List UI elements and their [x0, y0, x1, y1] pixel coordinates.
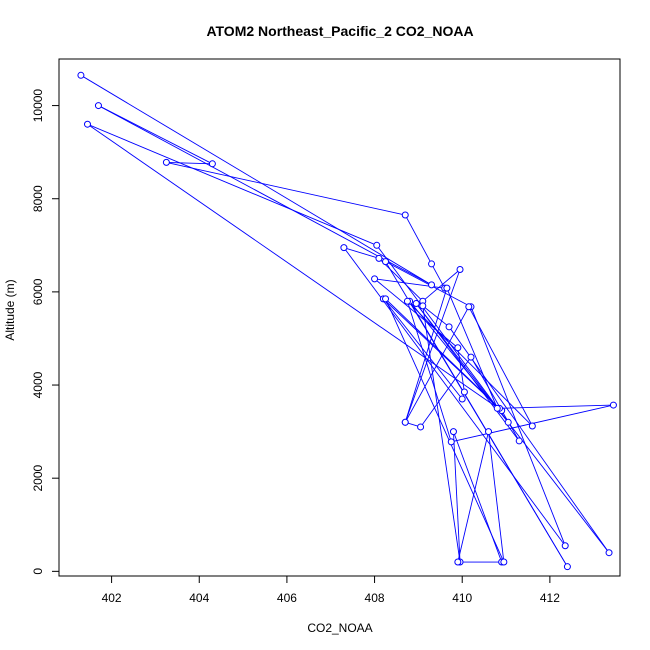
x-tick-label: 410 [452, 591, 472, 605]
data-point [340, 244, 348, 252]
data-point [465, 303, 473, 311]
x-tick-label: 408 [365, 591, 385, 605]
data-point [401, 211, 409, 219]
series-segment [385, 298, 505, 563]
data-point [162, 158, 170, 166]
series-segment [385, 261, 568, 567]
data-point [485, 428, 493, 436]
y-tick-label: 4000 [31, 371, 45, 398]
x-tick-label: 406 [277, 591, 297, 605]
series-segment [98, 105, 432, 286]
series-segment [378, 258, 424, 302]
series-segment [343, 247, 566, 546]
series-segment [407, 301, 452, 442]
data-point [428, 281, 436, 289]
series-segment [404, 214, 432, 265]
y-tick-label: 0 [31, 568, 45, 575]
series-segment [80, 74, 432, 286]
series-segment [446, 287, 498, 409]
series-segment [422, 305, 450, 328]
data-point [456, 266, 464, 274]
data-point [371, 275, 379, 283]
series-segment [404, 306, 470, 423]
y-axis: 0 2000 4000 6000 8000 10000 [31, 89, 60, 575]
data-point [412, 300, 420, 308]
data-point [460, 388, 468, 396]
y-tick-label: 6000 [31, 278, 45, 305]
data-point [443, 284, 451, 292]
series-segment [420, 356, 472, 428]
data-point [449, 428, 457, 436]
data-point [515, 437, 523, 445]
x-axis-label: CO2_NOAA [307, 621, 372, 635]
data-point [401, 418, 409, 426]
y-axis-label: Altitude (m) [3, 279, 17, 340]
data-point [83, 120, 91, 128]
data-point [504, 418, 512, 426]
series-segment [98, 105, 213, 165]
series-points [77, 71, 617, 571]
plot-frame [58, 58, 621, 577]
data-point [373, 241, 381, 249]
series-segment [87, 123, 377, 246]
series-segment [166, 161, 213, 165]
data-point [419, 302, 427, 310]
series-segment [385, 298, 500, 409]
data-point [454, 558, 462, 566]
series-segment [422, 269, 461, 302]
chart-title: ATOM2 Northeast_Pacific_2 CO2_NOAA [206, 23, 473, 39]
series-segment [87, 123, 502, 412]
y-tick-label: 2000 [31, 465, 45, 492]
data-point [454, 344, 462, 352]
data-point [94, 102, 102, 110]
data-point [605, 549, 613, 557]
series-segment [376, 245, 509, 423]
data-point [528, 422, 536, 430]
data-point [382, 258, 390, 266]
data-point [458, 395, 466, 403]
series-segment [404, 269, 461, 423]
data-point [375, 254, 383, 262]
data-point [609, 401, 617, 409]
data-point [447, 438, 455, 446]
data-point [382, 295, 390, 303]
x-axis: 402 404 406 408 410 412 [102, 575, 560, 605]
data-point [428, 260, 436, 268]
series-segment [457, 431, 489, 563]
series-segment [448, 326, 610, 553]
data-point [208, 160, 216, 168]
series-segment [468, 306, 533, 427]
series-segment [422, 305, 461, 563]
series-segment [453, 431, 503, 563]
data-point [563, 563, 571, 571]
data-point [561, 542, 569, 550]
data-point [445, 323, 453, 331]
series-segment [166, 161, 406, 216]
series-segment [409, 300, 509, 423]
data-point [417, 423, 425, 431]
series-segment [488, 431, 505, 563]
x-tick-label: 404 [189, 591, 209, 605]
data-point [467, 353, 475, 361]
x-tick-label: 402 [102, 591, 122, 605]
y-tick-label: 10000 [31, 89, 45, 123]
data-point [493, 404, 501, 412]
series-segment [404, 288, 448, 423]
x-tick-label: 412 [540, 591, 560, 605]
series-segment [343, 247, 380, 259]
y-tick-label: 8000 [31, 185, 45, 212]
data-point [77, 71, 85, 79]
series-segment [499, 404, 614, 409]
series-segment [407, 300, 533, 427]
data-point [500, 558, 508, 566]
data-point [403, 297, 411, 305]
series-lines [80, 74, 614, 567]
